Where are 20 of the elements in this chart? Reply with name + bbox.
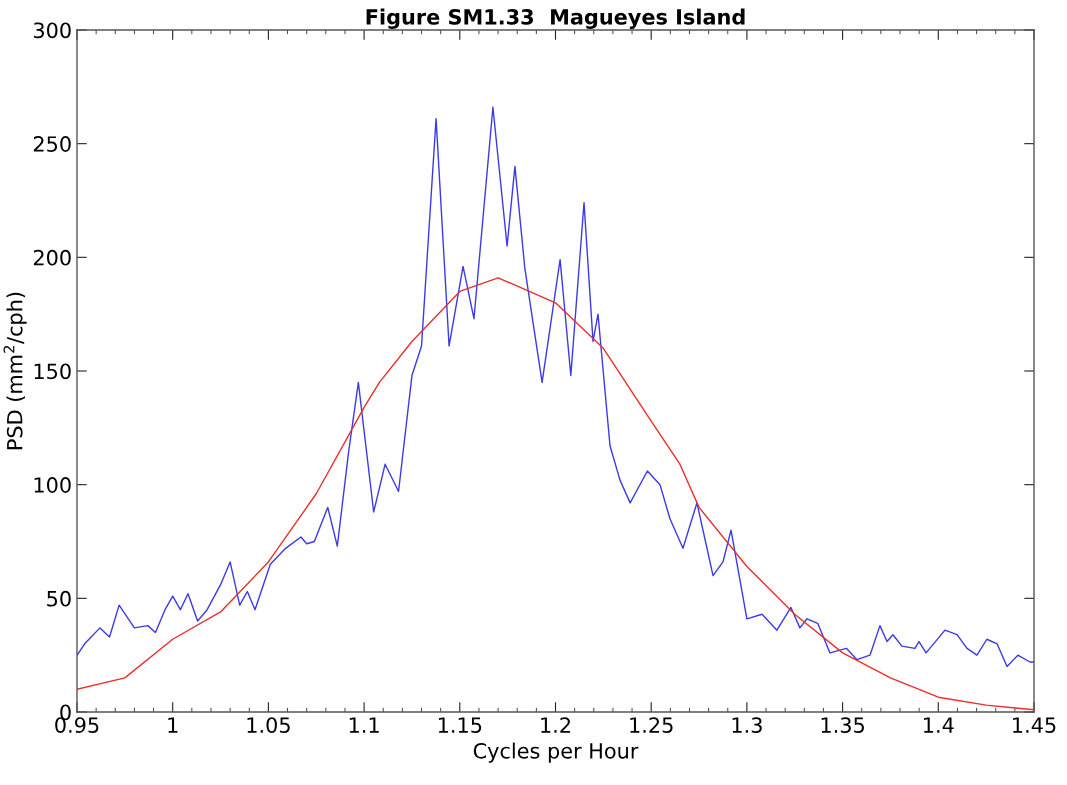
chart-title: Figure SM1.33 Magueyes Island [366,8,745,29]
x-tick-label: 1.15 [438,717,482,733]
y-tick-label: 300 [33,22,71,39]
x-tick-label: 1.3 [732,717,762,733]
y-tick-label: 200 [33,249,71,266]
x-tick-label: 1.4 [924,717,954,733]
x-tick-label: 1 [168,717,178,733]
y-tick-label: 150 [34,363,71,380]
y-tick-label: 50 [47,590,71,607]
x-tick-label: 1.35 [821,717,864,733]
x-tick-label: 1.1 [349,717,379,733]
x-tick-label: 1.05 [247,717,290,733]
x-tick-label: 1.45 [1013,717,1056,733]
line-series [77,106,1034,668]
y-tick-label: 100 [34,477,71,493]
x-axis-title: Cycles per Hour [473,742,639,763]
x-tick-label: 1.25 [630,717,673,733]
x-tick-label: 1.2 [541,717,570,733]
y-axis-title: PSD (mm$^{2}$/cph) [3,292,27,450]
y-tick-label: 250 [33,136,71,152]
